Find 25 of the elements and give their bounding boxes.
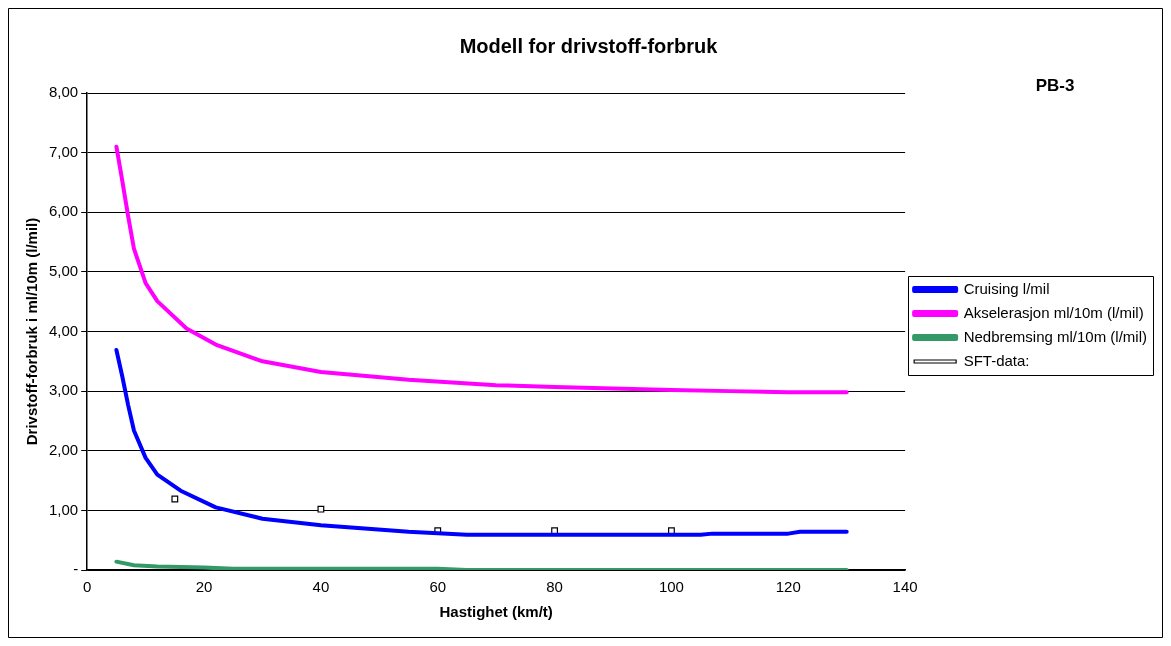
y-tick-label: 8,00 bbox=[48, 83, 79, 101]
y-tick-label: - bbox=[73, 560, 79, 578]
legend-label: Nedbremsing ml/10m (l/mil) bbox=[963, 327, 1148, 345]
legend-label: Cruising l/mil bbox=[963, 279, 1050, 297]
x-tick-label: 80 bbox=[546, 578, 563, 596]
y-tick-label: 7,00 bbox=[48, 142, 79, 160]
x-tick-label: 40 bbox=[312, 578, 330, 596]
legend-label: SFT-data: bbox=[963, 351, 1030, 369]
x-tick-label: 0 bbox=[83, 578, 92, 596]
x-axis-title: Hastighet (km/t) bbox=[439, 603, 553, 621]
x-tick-label: 120 bbox=[775, 578, 801, 596]
legend-label: Akselerasjon ml/10m (l/mil) bbox=[963, 303, 1144, 321]
x-tick-label: 60 bbox=[429, 578, 447, 596]
y-tick-label: 3,00 bbox=[48, 381, 79, 399]
chart-title: Modell for drivstoff-forbruk bbox=[459, 34, 719, 57]
y-axis-title: Drivstoff-forbruk i ml/10m (l/mil) bbox=[23, 217, 41, 446]
y-tick-label: 5,00 bbox=[48, 262, 79, 280]
x-tick-label: 140 bbox=[892, 578, 918, 596]
x-tick-label: 100 bbox=[658, 578, 684, 596]
y-tick-label: 6,00 bbox=[48, 202, 79, 220]
y-tick-label: 4,00 bbox=[48, 321, 79, 339]
x-tick-label: 20 bbox=[195, 578, 213, 596]
y-tick-label: 1,00 bbox=[48, 500, 79, 518]
text: PB-3 bbox=[1035, 75, 1075, 95]
y-tick-label: 2,00 bbox=[48, 440, 79, 458]
